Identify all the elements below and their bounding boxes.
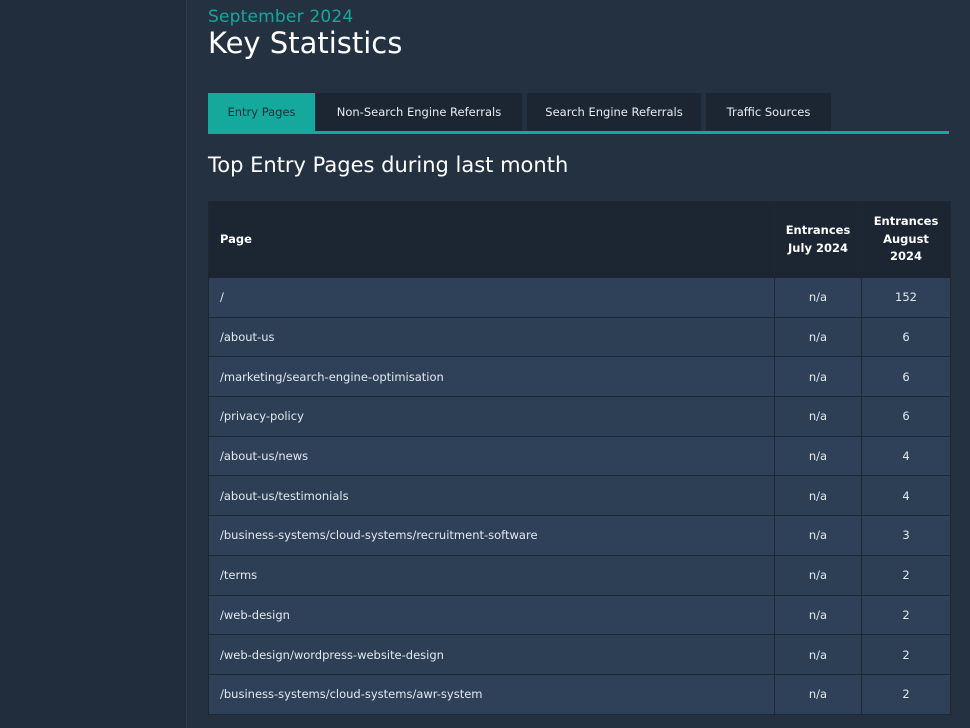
july-entrances-cell: n/a	[774, 435, 862, 477]
table-row: /about-us n/a 6	[208, 316, 951, 358]
column-header-august: Entrances August 2024	[861, 201, 951, 278]
tab-bar: Entry Pages Non-Search Engine Referrals …	[208, 93, 949, 134]
table-header: Page Entrances July 2024 Entrances Augus…	[208, 201, 951, 278]
page-cell: /web-design/wordpress-website-design	[208, 634, 775, 675]
column-header-july: Entrances July 2024	[774, 201, 862, 278]
tab-search-engine-referrals[interactable]: Search Engine Referrals	[527, 93, 701, 131]
page-cell: /terms	[208, 554, 775, 596]
table-row: /business-systems/cloud-systems/recruitm…	[208, 515, 951, 556]
july-entrances-cell: n/a	[774, 316, 862, 358]
main-content: September 2024 Key Statistics Entry Page…	[187, 0, 970, 728]
sidebar	[0, 0, 187, 728]
report-period: September 2024	[208, 7, 354, 27]
august-entrances-cell: 152	[861, 277, 951, 318]
column-header-page: Page	[208, 201, 775, 278]
table-row: /about-us/news n/a 4	[208, 435, 951, 477]
table-body: / n/a 152 /about-us n/a 6 /marketing/sea…	[208, 277, 951, 715]
july-entrances-cell: n/a	[774, 634, 862, 675]
page-cell: /	[208, 277, 775, 318]
table-row: /privacy-policy n/a 6	[208, 396, 951, 437]
table-row: /web-design/wordpress-website-design n/a…	[208, 634, 951, 675]
august-entrances-cell: 4	[861, 475, 951, 517]
table-header-row: Page Entrances July 2024 Entrances Augus…	[208, 201, 951, 278]
july-entrances-cell: n/a	[774, 396, 862, 437]
tab-non-search-engine-referrals[interactable]: Non-Search Engine Referrals	[316, 93, 522, 131]
july-entrances-cell: n/a	[774, 475, 862, 517]
august-entrances-cell: 6	[861, 396, 951, 437]
page-cell: /about-us/testimonials	[208, 475, 775, 517]
august-entrances-cell: 2	[861, 554, 951, 596]
august-entrances-cell: 2	[861, 673, 951, 715]
page-cell: /about-us/news	[208, 435, 775, 477]
august-entrances-cell: 6	[861, 356, 951, 398]
page-title: Key Statistics	[208, 26, 403, 60]
july-entrances-cell: n/a	[774, 673, 862, 715]
august-entrances-cell: 3	[861, 515, 951, 556]
july-entrances-cell: n/a	[774, 594, 862, 636]
august-entrances-cell: 6	[861, 316, 951, 358]
page-cell: /about-us	[208, 316, 775, 358]
july-entrances-cell: n/a	[774, 277, 862, 318]
august-entrances-cell: 4	[861, 435, 951, 477]
tab-traffic-sources[interactable]: Traffic Sources	[706, 93, 831, 131]
table-row: /marketing/search-engine-optimisation n/…	[208, 356, 951, 398]
july-entrances-cell: n/a	[774, 356, 862, 398]
table-row: /business-systems/cloud-systems/awr-syst…	[208, 673, 951, 715]
table-row: /web-design n/a 2	[208, 594, 951, 636]
table-row: /terms n/a 2	[208, 554, 951, 596]
page-cell: /marketing/search-engine-optimisation	[208, 356, 775, 398]
page-cell: /business-systems/cloud-systems/awr-syst…	[208, 673, 775, 715]
table-row: / n/a 152	[208, 277, 951, 318]
table-row: /about-us/testimonials n/a 4	[208, 475, 951, 517]
section-title: Top Entry Pages during last month	[208, 153, 569, 177]
page-cell: /business-systems/cloud-systems/recruitm…	[208, 515, 775, 556]
page-cell: /privacy-policy	[208, 396, 775, 437]
page-cell: /web-design	[208, 594, 775, 636]
august-entrances-cell: 2	[861, 594, 951, 636]
august-entrances-cell: 2	[861, 634, 951, 675]
july-entrances-cell: n/a	[774, 515, 862, 556]
july-entrances-cell: n/a	[774, 554, 862, 596]
entry-pages-table: Page Entrances July 2024 Entrances Augus…	[208, 201, 951, 715]
tab-entry-pages[interactable]: Entry Pages	[208, 93, 315, 131]
